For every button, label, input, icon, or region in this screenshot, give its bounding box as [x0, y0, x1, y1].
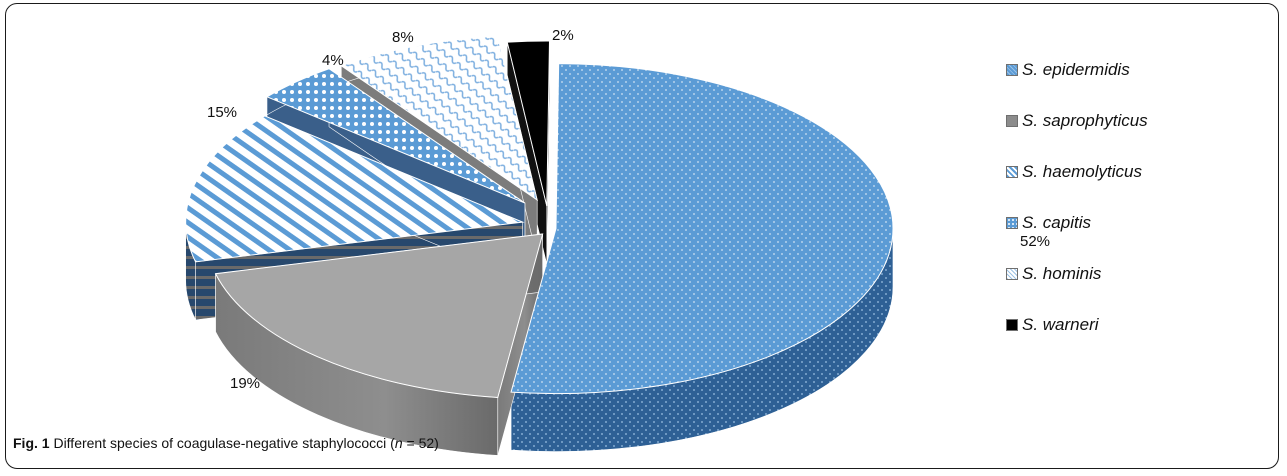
- slice-epidermidis: [510, 63, 894, 395]
- value-label-epidermidis: 52%: [1020, 233, 1050, 250]
- legend-item-warneri: S. warneri: [1006, 299, 1148, 350]
- legend: S. epidermidis S. saprophyticus S. haemoly…: [1006, 44, 1148, 350]
- legend-item-saprophyticus: S. saprophyticus: [1006, 95, 1148, 146]
- legend-swatch-epidermidis: [1006, 63, 1018, 76]
- caption-n-symbol: n: [394, 435, 403, 451]
- legend-swatch-capitis: [1006, 216, 1018, 229]
- legend-item-epidermidis: S. epidermidis: [1006, 44, 1148, 95]
- value-label-saprophyticus: 19%: [230, 375, 260, 392]
- legend-label-saprophyticus: S. saprophyticus: [1022, 110, 1148, 130]
- value-label-capitis: 4%: [322, 52, 344, 69]
- legend-item-haemolyticus: S. haemolyticus: [1006, 146, 1148, 197]
- slice-haemolyticus: [185, 115, 525, 263]
- legend-swatch-warneri: [1006, 318, 1018, 331]
- slice-capitis: [265, 68, 526, 204]
- slice-warneri: [506, 40, 550, 207]
- value-label-hominis: 8%: [392, 29, 414, 46]
- pie-labels: 52% 19% 15% 4% 8% 2%: [207, 27, 1050, 392]
- legend-label-capitis: S. capitis: [1022, 212, 1091, 232]
- value-label-haemolyticus: 15%: [207, 104, 237, 121]
- legend-swatch-hominis: [1006, 267, 1018, 280]
- legend-label-haemolyticus: S. haemolyticus: [1022, 161, 1142, 181]
- caption-text: Different species of coagulase-negative …: [49, 435, 395, 451]
- slice-hominis: [340, 35, 538, 202]
- legend-label-epidermidis: S. epidermidis: [1022, 59, 1130, 79]
- legend-label-hominis: S. hominis: [1022, 263, 1102, 283]
- pie-slices: [185, 35, 894, 456]
- slice-saprophyticus: [214, 233, 544, 399]
- legend-swatch-haemolyticus: [1006, 165, 1018, 178]
- value-label-warneri: 2%: [552, 27, 574, 44]
- caption-n-value: = 52): [402, 435, 439, 451]
- caption-label: Fig. 1: [13, 435, 50, 451]
- legend-label-warneri: S. warneri: [1022, 314, 1099, 334]
- legend-swatch-saprophyticus: [1006, 114, 1018, 127]
- legend-item-capitis: S. capitis: [1006, 197, 1148, 248]
- figure-caption: Fig. 1 Different species of coagulase-ne…: [13, 435, 439, 451]
- legend-item-hominis: S. hominis: [1006, 248, 1148, 299]
